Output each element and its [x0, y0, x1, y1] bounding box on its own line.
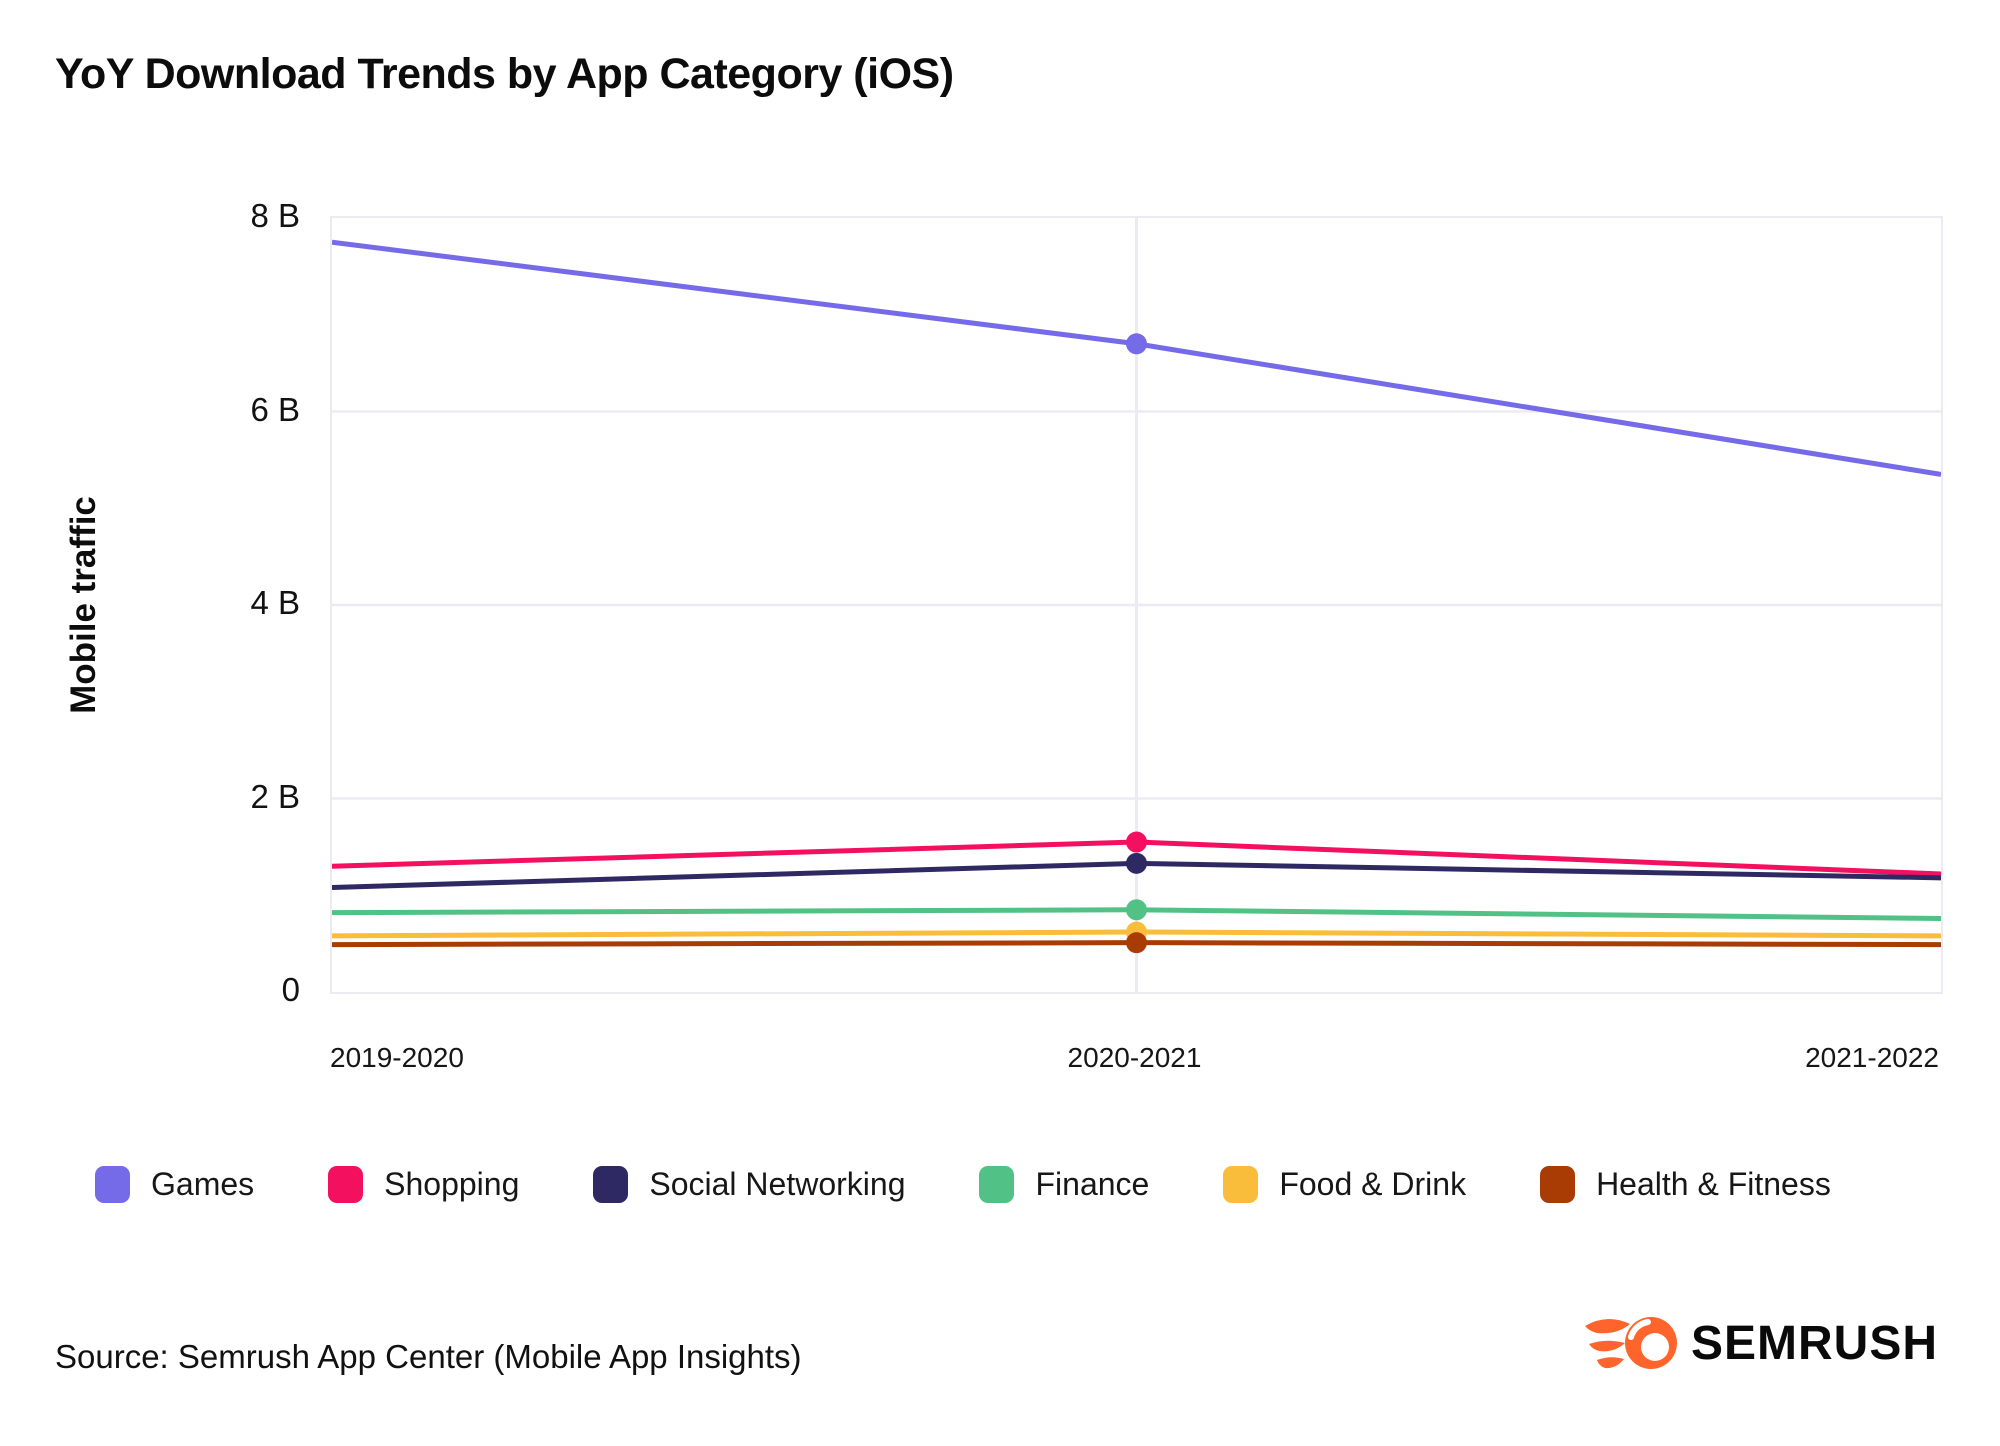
- legend-item-food-drink: Food & Drink: [1223, 1166, 1466, 1203]
- legend-label-social-networking: Social Networking: [649, 1166, 906, 1202]
- legend-item-shopping: Shopping: [328, 1166, 519, 1203]
- legend-swatch-social-networking: [593, 1166, 629, 1203]
- legend-label-games: Games: [151, 1166, 255, 1202]
- legend-swatch-finance: [979, 1166, 1015, 1203]
- series-marker-games: [1126, 333, 1147, 355]
- legend-label-shopping: Shopping: [384, 1166, 520, 1202]
- legend-swatch-food-drink: [1223, 1166, 1259, 1203]
- legend-swatch-health-fitness: [1540, 1166, 1576, 1203]
- x-tick-2021-2022: 2021-2022: [1805, 1042, 1939, 1073]
- legend-item-finance: Finance: [979, 1166, 1149, 1203]
- semrush-logo: SEMRUSH: [1583, 1314, 1938, 1372]
- legend-swatch-games: [95, 1166, 130, 1203]
- line-chart: [332, 218, 1941, 992]
- legend-label-health-fitness: Health & Fitness: [1596, 1166, 1831, 1202]
- y-tick-0: 0: [281, 971, 300, 1008]
- series-marker-social-networking: [1126, 852, 1147, 874]
- plot-area: [330, 216, 1943, 994]
- source-note: Source: Semrush App Center (Mobile App I…: [55, 1338, 802, 1375]
- chart-title: YoY Download Trends by App Category (iOS…: [55, 50, 954, 98]
- legend-item-health-fitness: Health & Fitness: [1540, 1166, 1831, 1203]
- x-tick-2019-2020: 2019-2020: [330, 1042, 464, 1073]
- chart-legend: Games Shopping Social Networking Finance Foo…: [95, 1166, 1831, 1203]
- legend-label-food-drink: Food & Drink: [1279, 1166, 1467, 1202]
- y-tick-8-b: 8 B: [250, 197, 300, 234]
- series-marker-health-fitness: [1126, 932, 1147, 954]
- legend-label-finance: Finance: [1035, 1166, 1150, 1202]
- semrush-flame-icon: [1584, 1317, 1677, 1369]
- series-marker-finance: [1126, 899, 1147, 921]
- y-tick-2-b: 2 B: [250, 777, 300, 815]
- legend-item-social-networking: Social Networking: [593, 1166, 905, 1203]
- series-marker-shopping: [1126, 831, 1147, 853]
- y-tick-4-b: 4 B: [250, 584, 300, 621]
- x-tick-2020-2021: 2020-2021: [1067, 1042, 1202, 1073]
- legend-item-games: Games: [95, 1166, 254, 1203]
- y-tick-6-b: 6 B: [250, 390, 300, 428]
- legend-swatch-shopping: [328, 1166, 364, 1203]
- semrush-logo-text: SEMRUSH: [1690, 1316, 1938, 1370]
